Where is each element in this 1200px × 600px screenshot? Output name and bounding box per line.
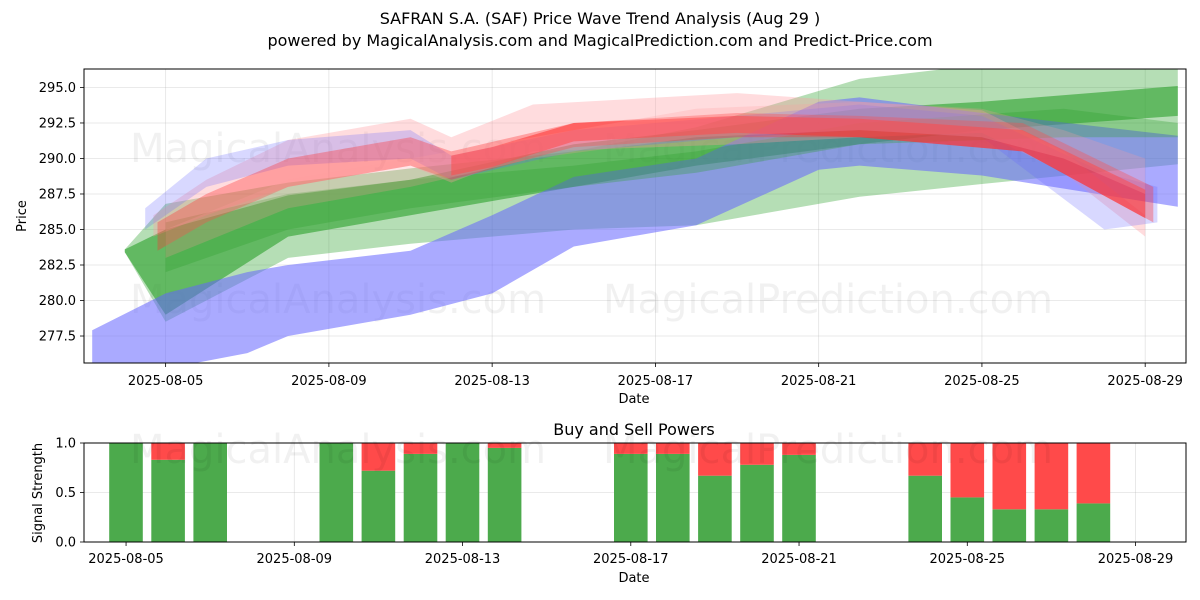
- sell-bar: [1076, 443, 1111, 504]
- price-y-tick-label: 295.0: [39, 81, 76, 96]
- sell-bar: [740, 443, 774, 465]
- powers-x-axis-label: Date: [618, 571, 649, 586]
- buy-bar: [656, 453, 690, 542]
- buy-bar: [950, 497, 985, 542]
- powers-x-tick-label: 2025-08-05: [88, 552, 164, 567]
- price-x-tick-label: 2025-08-05: [128, 374, 204, 389]
- price-chart-frame: [83, 68, 1187, 364]
- chart-subtitle: powered by MagicalAnalysis.com and Magic…: [267, 31, 933, 50]
- price-x-ticks: 2025-08-05 2025-08-09 2025-08-13 2025-08-17…: [128, 363, 1183, 389]
- sell-bar: [614, 443, 648, 454]
- price-bands: [92, 69, 1178, 363]
- price-x-tick-label: 2025-08-17: [618, 374, 694, 389]
- powers-x-tick-label: 2025-08-29: [1098, 552, 1174, 567]
- sell-bar: [1034, 443, 1069, 510]
- powers-x-tick-label: 2025-08-09: [257, 552, 333, 567]
- buy-bar: [361, 470, 396, 542]
- powers-chart-title: Buy and Sell Powers: [553, 420, 715, 439]
- powers-x-ticks: 2025-08-05 2025-08-09 2025-08-13 2025-08-17…: [88, 542, 1173, 567]
- buy-bar: [445, 443, 480, 542]
- price-band-blue-6: [145, 104, 1158, 230]
- buy-bar: [487, 447, 522, 542]
- price-y-tick-label: 287.5: [39, 187, 76, 202]
- price-band-green-4: [165, 108, 1178, 273]
- powers-y-tick-label: 0.0: [55, 536, 76, 551]
- watermark-prediction-bottom: MagicalPrediction.com: [603, 427, 1053, 473]
- price-y-axis-label: Price: [15, 200, 30, 232]
- price-y-tick-label: 280.0: [39, 294, 76, 309]
- sell-bar: [487, 443, 522, 448]
- buy-bar: [614, 453, 648, 542]
- price-y-tick-label: 292.5: [39, 116, 76, 131]
- price-x-axis-label: Date: [618, 392, 649, 407]
- price-y-tick-label: 285.0: [39, 223, 76, 238]
- price-x-tick-label: 2025-08-29: [1107, 374, 1183, 389]
- sell-bar: [698, 443, 732, 476]
- price-x-tick-label: 2025-08-21: [781, 374, 857, 389]
- buy-bar: [740, 464, 774, 542]
- powers-y-tick-label: 0.5: [55, 486, 76, 501]
- powers-x-tick-label: 2025-08-25: [930, 552, 1006, 567]
- price-x-tick-label: 2025-08-25: [944, 374, 1020, 389]
- powers-chart-watermarks: MagicalAnalysis.com MagicalPrediction.co…: [130, 427, 1053, 473]
- buy-bar: [1034, 509, 1069, 542]
- price-x-tick-label: 2025-08-13: [454, 374, 530, 389]
- buy-bar: [403, 453, 438, 542]
- sell-bar: [151, 443, 185, 460]
- price-x-tick-label: 2025-08-09: [291, 374, 367, 389]
- buy-bar: [109, 443, 143, 542]
- sell-bar: [950, 443, 985, 498]
- sell-bar: [361, 443, 396, 471]
- price-y-tick-label: 290.0: [39, 152, 76, 167]
- buy-bar: [908, 475, 942, 542]
- buy-bar: [193, 443, 227, 542]
- buy-bar: [151, 459, 185, 542]
- watermark-prediction-mid: MagicalPrediction.com: [603, 277, 1053, 323]
- buy-bar: [319, 443, 354, 542]
- buy-bar: [992, 509, 1027, 542]
- powers-bars: [109, 443, 1111, 542]
- watermark-analysis-bottom: MagicalAnalysis.com: [130, 427, 546, 473]
- powers-y-tick-label: 1.0: [55, 437, 76, 452]
- price-y-ticks: 277.5 280.0 282.5 285.0 287.5 290.0 292.5 295.0: [39, 81, 84, 345]
- price-band-red-7: [157, 113, 1154, 251]
- buy-bar: [782, 454, 816, 542]
- buy-bar: [698, 475, 732, 542]
- price-band-pink-9: [165, 101, 1146, 258]
- chart-title: SAFRAN S.A. (SAF) Price Wave Trend Analy…: [379, 9, 821, 28]
- price-y-tick-label: 282.5: [39, 259, 76, 274]
- sell-bar: [782, 443, 816, 455]
- powers-x-tick-label: 2025-08-21: [761, 552, 837, 567]
- powers-x-tick-label: 2025-08-17: [593, 552, 669, 567]
- powers-x-tick-label: 2025-08-13: [425, 552, 501, 567]
- price-band-blue-3: [92, 97, 1178, 363]
- buy-bar: [1076, 503, 1111, 542]
- price-band-green-2: [124, 86, 1178, 315]
- sell-bar: [992, 443, 1027, 510]
- powers-y-ticks: 0.0 0.5 1.0: [55, 437, 84, 551]
- price-band-red-8: [451, 115, 1146, 219]
- sell-bar: [908, 443, 942, 476]
- powers-y-axis-label: Signal Strength: [31, 443, 46, 543]
- sell-bar: [403, 443, 438, 454]
- price-y-tick-label: 277.5: [39, 330, 76, 345]
- sell-bar: [656, 443, 690, 454]
